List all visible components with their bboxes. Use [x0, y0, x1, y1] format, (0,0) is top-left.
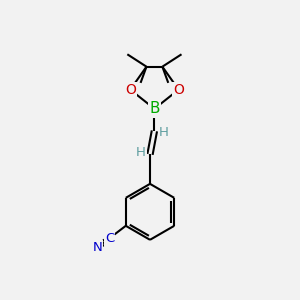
Text: B: B [149, 101, 160, 116]
Text: O: O [125, 82, 136, 97]
Text: N: N [92, 241, 102, 254]
Text: C: C [105, 232, 114, 245]
Text: O: O [173, 82, 184, 97]
Text: H: H [136, 146, 146, 159]
Text: H: H [159, 126, 169, 139]
